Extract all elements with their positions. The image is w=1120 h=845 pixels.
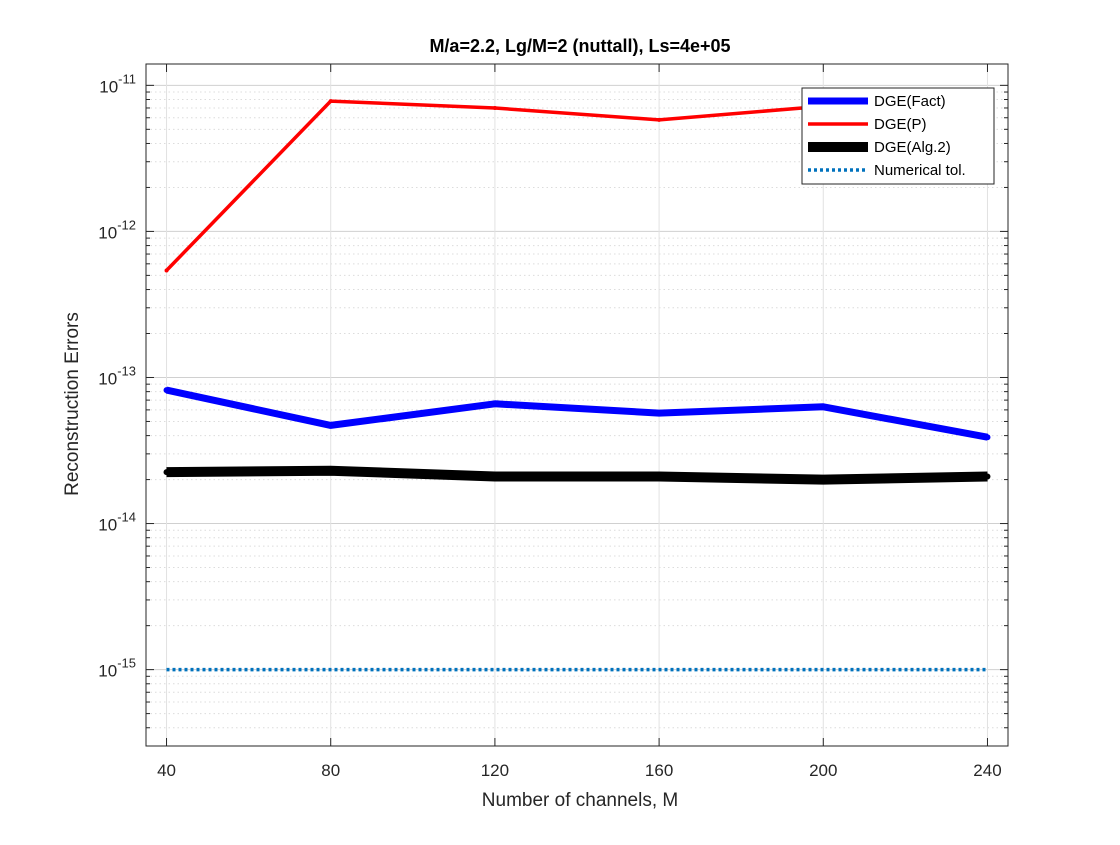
series-point-2-5 bbox=[984, 473, 991, 480]
series-point-1-2 bbox=[492, 105, 497, 110]
y-tick-label: 10-13 bbox=[98, 363, 136, 388]
y-tick-label: 10-14 bbox=[98, 510, 136, 535]
series-point-2-1 bbox=[327, 467, 334, 474]
legend-label-0: DGE(Fact) bbox=[874, 93, 946, 110]
series-point-0-4 bbox=[820, 403, 827, 410]
x-tick-label: 120 bbox=[481, 761, 509, 780]
chart-title: M/a=2.2, Lg/M=2 (nuttall), Ls=4e+05 bbox=[429, 36, 730, 56]
series-point-1-0 bbox=[164, 268, 169, 273]
y-tick-label: 10-15 bbox=[98, 656, 136, 681]
y-tick-label: 10-11 bbox=[99, 71, 136, 96]
x-axis-label: Number of channels, M bbox=[482, 790, 678, 811]
legend-label-1: DGE(P) bbox=[874, 116, 927, 133]
series-point-2-4 bbox=[820, 476, 827, 483]
x-tick-label: 80 bbox=[321, 761, 340, 780]
y-tick-label: 10-12 bbox=[98, 217, 136, 242]
series-point-1-3 bbox=[657, 117, 662, 122]
series-line-0 bbox=[165, 386, 989, 441]
legend: DGE(Fact) DGE(P) DGE(Alg.2) Numerical tol. bbox=[801, 87, 995, 185]
series-point-0-0 bbox=[163, 387, 170, 394]
series-point-2-2 bbox=[491, 473, 498, 480]
x-tick-label: 240 bbox=[973, 761, 1001, 780]
series-point-2-3 bbox=[656, 473, 663, 480]
series-point-1-1 bbox=[328, 99, 333, 104]
x-tick-label: 200 bbox=[809, 761, 837, 780]
series-point-0-5 bbox=[984, 434, 991, 441]
series-point-0-3 bbox=[656, 410, 663, 417]
series-point-2-0 bbox=[163, 469, 170, 476]
legend-label-3: Numerical tol. bbox=[874, 162, 966, 179]
axes-layer: 40 80 120 160 200 240 10-15 10-14 10-13 10-12 10-1… bbox=[98, 63, 1009, 780]
axes-box bbox=[145, 63, 1009, 747]
series-point-0-2 bbox=[491, 400, 498, 407]
series-point-0-1 bbox=[327, 422, 334, 429]
x-tick-label: 160 bbox=[645, 761, 673, 780]
legend-label-2: DGE(Alg.2) bbox=[874, 139, 951, 156]
series-line-2 bbox=[166, 465, 988, 485]
y-axis-label: Reconstruction Errors bbox=[62, 312, 83, 496]
x-tick-label: 40 bbox=[157, 761, 176, 780]
